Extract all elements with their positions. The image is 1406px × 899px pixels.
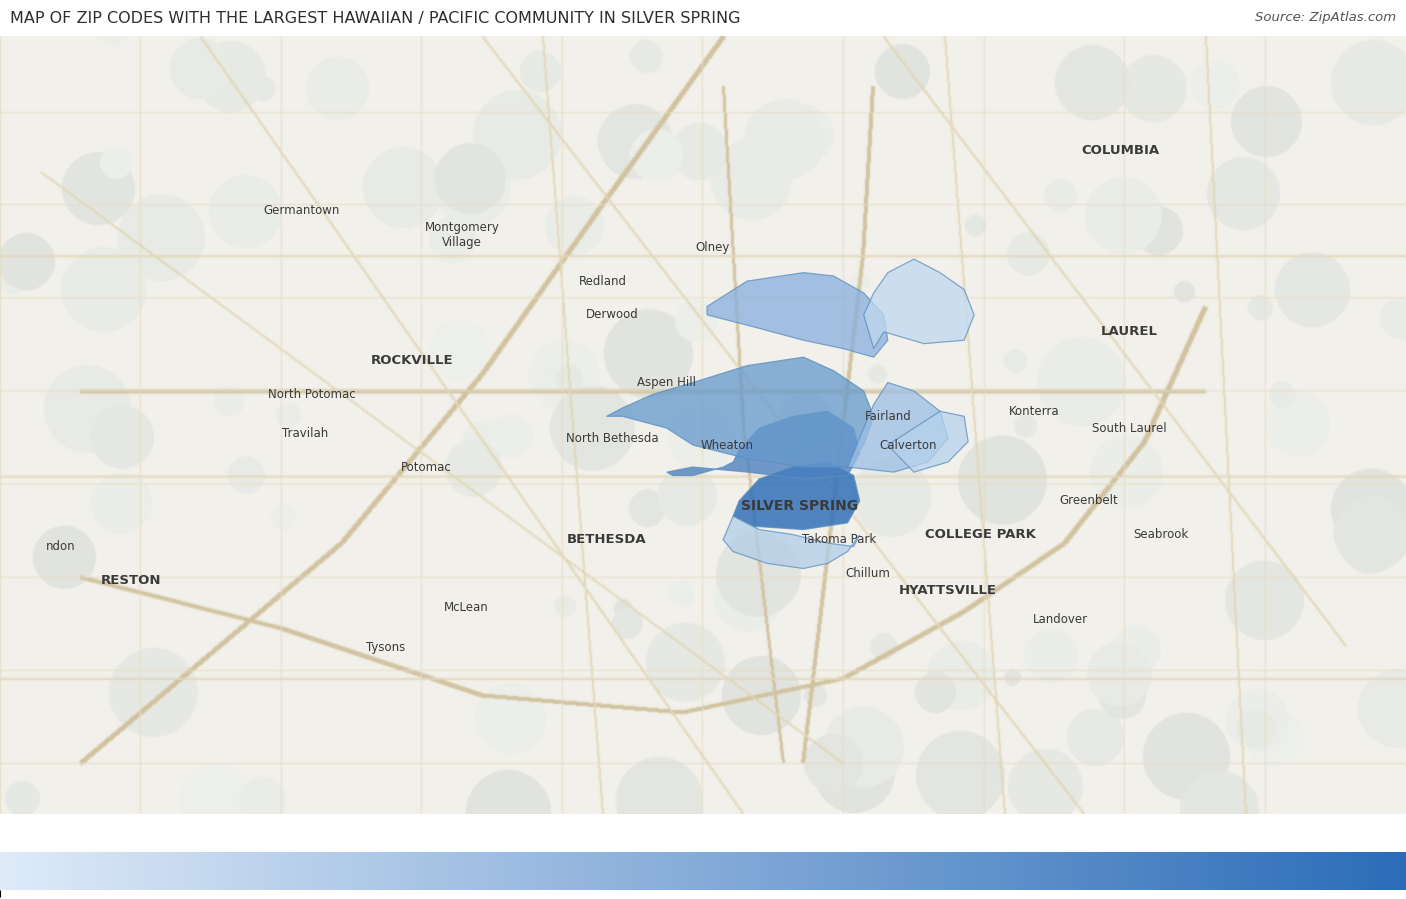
Text: Greenbelt: Greenbelt xyxy=(1059,494,1118,507)
Text: McLean: McLean xyxy=(444,601,488,614)
Polygon shape xyxy=(848,382,948,472)
Polygon shape xyxy=(723,516,859,568)
Text: MAP OF ZIP CODES WITH THE LARGEST HAWAIIAN / PACIFIC COMMUNITY IN SILVER SPRING: MAP OF ZIP CODES WITH THE LARGEST HAWAII… xyxy=(10,11,741,26)
Text: Konterra: Konterra xyxy=(1010,405,1060,418)
Text: Source: ZipAtlas.com: Source: ZipAtlas.com xyxy=(1256,11,1396,23)
Text: ndon: ndon xyxy=(45,540,75,553)
Text: Montgomery
Village: Montgomery Village xyxy=(425,221,499,249)
Text: RESTON: RESTON xyxy=(100,574,160,587)
Polygon shape xyxy=(863,259,974,349)
Text: South Laurel: South Laurel xyxy=(1091,422,1166,434)
Text: HYATTSVILLE: HYATTSVILLE xyxy=(898,584,997,597)
Text: Aspen Hill: Aspen Hill xyxy=(637,376,696,389)
Text: North Bethesda: North Bethesda xyxy=(567,432,659,445)
Text: Redland: Redland xyxy=(579,274,627,288)
Text: Travilah: Travilah xyxy=(283,427,329,440)
Text: Chillum: Chillum xyxy=(845,567,890,580)
Text: SILVER SPRING: SILVER SPRING xyxy=(741,499,858,513)
Text: COLLEGE PARK: COLLEGE PARK xyxy=(925,528,1036,541)
Polygon shape xyxy=(887,411,969,472)
Polygon shape xyxy=(707,272,887,357)
Text: Wheaton: Wheaton xyxy=(700,439,754,451)
Polygon shape xyxy=(666,411,859,479)
Text: LAUREL: LAUREL xyxy=(1101,325,1157,338)
Text: Calverton: Calverton xyxy=(879,439,936,451)
Text: COLUMBIA: COLUMBIA xyxy=(1081,145,1160,157)
Polygon shape xyxy=(606,357,873,467)
Text: Germantown: Germantown xyxy=(263,203,339,217)
Text: ROCKVILLE: ROCKVILLE xyxy=(370,354,453,367)
Text: Derwood: Derwood xyxy=(586,308,638,322)
Text: North Potomac: North Potomac xyxy=(267,387,356,401)
Text: Seabrook: Seabrook xyxy=(1133,528,1188,541)
Text: Fairland: Fairland xyxy=(865,410,911,423)
Text: Landover: Landover xyxy=(1033,613,1088,626)
Text: BETHESDA: BETHESDA xyxy=(567,533,647,547)
Text: Takoma Park: Takoma Park xyxy=(803,533,877,547)
Text: Potomac: Potomac xyxy=(401,460,451,474)
Polygon shape xyxy=(733,462,859,530)
Text: Olney: Olney xyxy=(696,241,730,254)
Text: Tysons: Tysons xyxy=(366,641,405,654)
